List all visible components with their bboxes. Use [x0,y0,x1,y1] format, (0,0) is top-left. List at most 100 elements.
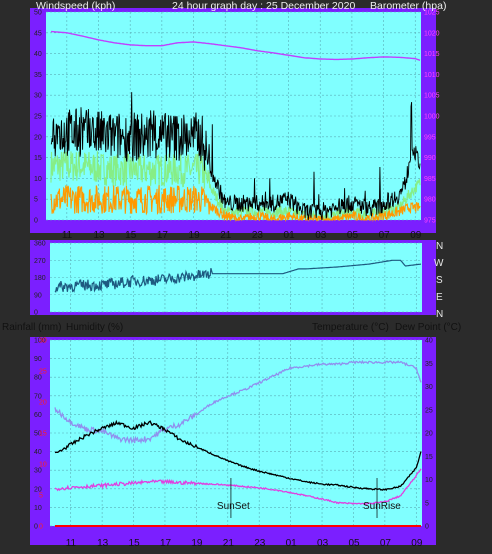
compass-label: S [436,275,443,286]
y-left-tick-label: 30 [34,468,42,475]
y-rain-tick-label: 25 [39,369,47,376]
y-rain-tick-label: 15 [39,431,47,438]
x-tick-label: 01 [284,230,296,241]
x-tick-label: 13 [94,230,106,241]
y-left-tick-label: 30 [34,93,42,100]
x-tick-label: 11 [62,230,73,241]
compass-label: W [434,258,444,269]
compass-label: E [436,292,443,303]
y-right-tick-label: 5 [425,500,429,507]
x-tick-label: 09 [411,538,423,549]
y-rain-tick-label: 30 [39,338,47,345]
x-tick-label: 03 [317,538,329,549]
x-tick-label: 21 [220,230,232,241]
y-left-tick-label: 45 [34,30,42,37]
y-right-tick-label: 995 [424,134,436,141]
humidity-line [54,359,422,445]
x-tick-label: 05 [348,538,360,549]
y-left-tick-label: 10 [34,505,42,512]
temperature-grid [50,339,422,527]
y-left-tick-label: 40 [34,51,42,58]
y-right-tick-label: 40 [425,338,433,345]
y-left-tick-label: 20 [34,134,42,141]
axis-ticks: 11 13 15 17 19 21 23 01 03 05 07 090510152025303540… [34,10,440,550]
y-left-tick-label: 100 [34,338,46,345]
y-left-tick-label: 90 [34,292,42,299]
y-left-tick-label: 25 [34,114,42,121]
y-right-tick-label: 20 [425,431,433,438]
x-tick-label: 17 [160,538,172,549]
y-left-tick-label: 10 [34,176,42,183]
y-right-tick-label: 1020 [424,30,440,37]
dewpoint-axis-title: Dew Point (°C) [395,322,461,333]
x-tick-label: 19 [191,538,203,549]
y-left-tick-label: 15 [34,155,42,162]
wind-gust-line [50,92,421,221]
direction-series [54,259,422,294]
x-tick-label: 01 [286,538,298,549]
y-right-tick-label: 980 [424,197,436,204]
y-rain-tick-label: 20 [39,400,47,407]
y-rain-tick-label: 5 [39,493,43,500]
humidity-axis-title: Humidity (%) [66,322,123,333]
y-right-tick-label: 35 [425,361,433,368]
y-right-tick-label: 30 [425,384,433,391]
y-right-tick-label: 25 [425,407,433,414]
y-left-tick-label: 50 [34,431,42,438]
y-right-tick-label: 1000 [424,114,440,121]
y-right-tick-label: 990 [424,155,436,162]
chart-title: 24 hour graph day : 25 December 2020 [172,0,355,12]
y-left-tick-label: 0 [34,524,38,531]
x-tick-label: 07 [380,538,392,549]
y-left-tick-label: 80 [34,375,42,382]
y-left-tick-label: 70 [34,393,42,400]
y-right-tick-label: 1015 [424,51,440,58]
y-left-tick-label: 360 [34,241,46,248]
y-right-tick-label: 15 [425,454,433,461]
y-right-tick-label: 985 [424,176,436,183]
x-tick-label: 23 [252,230,264,241]
y-left-tick-label: 5 [34,197,38,204]
x-tick-label: 03 [315,230,327,241]
x-tick-label: 23 [254,538,266,549]
barometer-line [51,30,421,61]
x-tick-label: 13 [97,538,109,549]
x-tick-label: 21 [223,538,235,549]
dewpoint-line [54,468,422,506]
compass-label: N [436,309,443,320]
y-right-tick-label: 1010 [424,72,440,79]
wind-grid [46,11,421,221]
x-tick-label: 05 [347,230,359,241]
y-right-tick-label: 975 [424,218,436,225]
rainfall-axis-title: Rainfall (mm) [2,322,61,333]
direction-grid [50,242,422,313]
y-left-tick-label: 270 [34,258,46,265]
wind-direction-line [54,259,422,294]
temperature-axis-title: Temperature (°C) [312,322,389,333]
sun-annotation: SunRise [363,501,401,512]
y-left-tick-label: 40 [34,449,42,456]
y-right-tick-label: 1025 [424,10,440,17]
y-rain-tick-label: 10 [39,462,47,469]
y-right-tick-label: 1005 [424,93,440,100]
compass-label: N [436,241,443,252]
temperature-series [54,359,422,527]
x-tick-label: 19 [189,230,201,241]
y-left-tick-label: 20 [34,486,42,493]
x-tick-label: 09 [410,230,422,241]
y-left-tick-label: 60 [34,412,42,419]
temperature-line [54,419,422,492]
y-left-tick-label: 0 [34,218,38,225]
y-left-tick-label: 35 [34,72,42,79]
x-tick-label: 15 [129,538,141,549]
sun-annotation: SunSet [217,501,250,512]
x-tick-label: 11 [66,538,77,549]
x-tick-label: 17 [157,230,169,241]
wind-series [50,30,421,223]
y-left-tick-label: 0 [34,310,38,317]
x-tick-label: 07 [379,230,391,241]
y-right-tick-label: 10 [425,477,433,484]
y-left-tick-label: 180 [34,275,46,282]
wind-axis-title: Windspeed (kph) [36,0,115,12]
